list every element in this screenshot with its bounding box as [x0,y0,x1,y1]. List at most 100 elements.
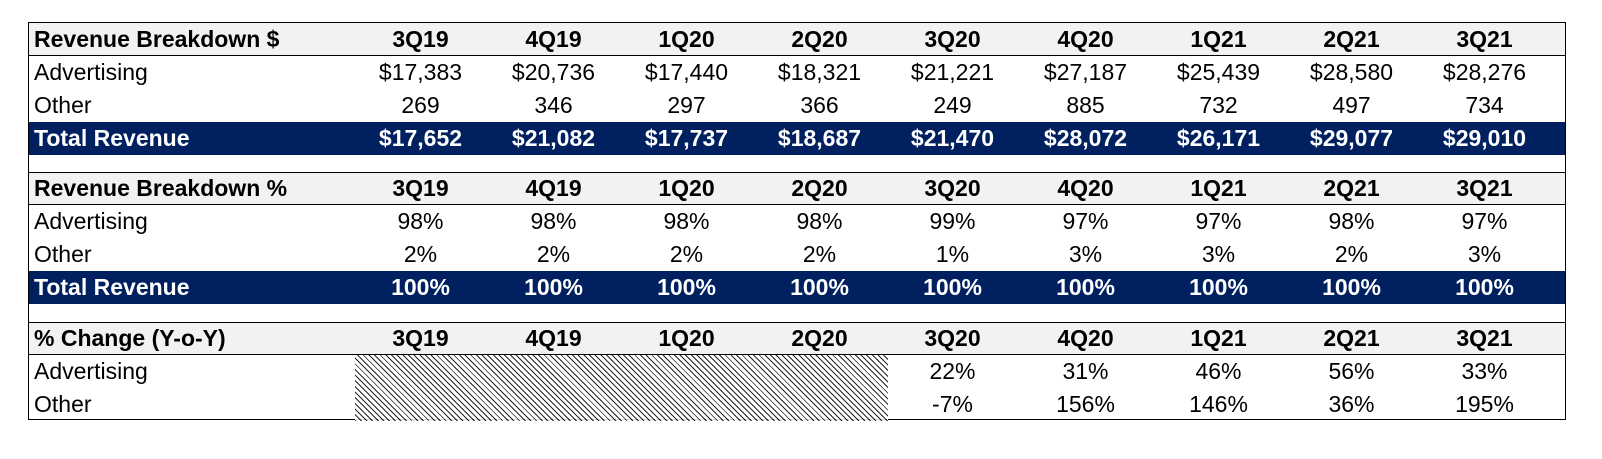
table-row-label: Advertising [34,59,148,85]
table-row-cell: $21,221 [910,59,995,85]
table-row-cell: 2% [1334,241,1369,267]
section-header-row-cell: 3Q20 [924,325,981,351]
total-revenue-row-cell: 100% [790,274,849,300]
section-header-row: Revenue Breakdown $ 3Q19 4Q19 1Q20 2Q20 3Q20 4… [29,23,1565,56]
total-revenue-row-cell: 100% [1322,274,1381,300]
total-revenue-row-cell: $28,072 [1043,125,1128,151]
section-header-row-cell: 2Q21 [1323,325,1380,351]
table-row: Other 2% 2% 2% 2% 1% 3% 3% 2% 3% [29,238,1565,271]
total-revenue-row-cell: $29,010 [1442,125,1527,151]
total-revenue-row-cell: $18,687 [777,125,862,151]
section-header-row-cell: 4Q20 [1057,325,1114,351]
section-header-row-label: % Change (Y-o-Y) [34,325,226,351]
table-row-cell: 98% [397,208,444,234]
section-header-row-cell: 4Q20 [1057,175,1114,201]
table-row-cell: 33% [1461,358,1508,384]
total-revenue-row-cell: 100% [391,274,450,300]
revenue-table: Revenue Breakdown $ 3Q19 4Q19 1Q20 2Q20 3Q20 4… [28,22,1566,421]
total-revenue-row-cell: 100% [1056,274,1115,300]
section-header-row-cell: 2Q21 [1323,25,1380,52]
total-revenue-row-cell: $21,470 [910,125,995,151]
section-header-row-cell: 3Q20 [924,25,981,52]
table-row-cell: $27,187 [1043,59,1128,85]
total-revenue-row-cell: 100% [1189,274,1248,300]
total-revenue-row-cell: $29,077 [1309,125,1394,151]
table-row-label: Other [34,391,92,417]
section-header-row-cell: 3Q20 [924,175,981,201]
total-revenue-row-cell: $17,737 [644,125,729,151]
total-revenue-row-cell: 100% [923,274,982,300]
table-row-cell: $25,439 [1176,59,1261,85]
section-header-row: Revenue Breakdown % 3Q19 4Q19 1Q20 2Q20 3Q20 4… [29,172,1565,205]
section-header-row-cell: 1Q21 [1190,325,1247,351]
table-row-cell: $28,580 [1309,59,1394,85]
section-header-row-cell: 3Q21 [1456,25,1513,52]
section-header-row-cell: 1Q20 [658,325,715,351]
table-row-cell: 734 [1465,92,1504,118]
table-row-cell: 36% [1328,391,1375,417]
table-row-cell: 885 [1066,92,1105,118]
table-row-cell: 297 [667,92,706,118]
table-row-label: Advertising [34,358,148,384]
section-header-row-cell: 1Q21 [1190,25,1247,52]
table-row-cell: 98% [663,208,710,234]
table-row-cell: 732 [1199,92,1238,118]
table-row: Advertising $17,383 $20,736 $17,440 $18,321 $… [29,56,1565,89]
table-row-label: Other [34,92,92,118]
table-row-cell: 1% [935,241,970,267]
section-header-row-cell: 4Q19 [525,25,582,52]
table-rows: Revenue Breakdown $ 3Q19 4Q19 1Q20 2Q20 3Q20 4… [29,23,1565,419]
total-revenue-row-cell: $21,082 [511,125,596,151]
total-revenue-row-cell: $26,171 [1176,125,1261,151]
table-row-cell: $20,736 [511,59,596,85]
table-row-cell: 3% [1201,241,1236,267]
section-header-row-cell: 3Q19 [392,25,449,52]
table-row: Other -7% 156% 146% 36% 195% [29,388,1565,421]
table-row-cell: 46% [1195,358,1242,384]
table-row-cell: 3% [1467,241,1502,267]
table-row-cell: 56% [1328,358,1375,384]
table-row-cell: 97% [1461,208,1508,234]
section-header-row-label: Revenue Breakdown $ [34,25,280,52]
table-row-cell: 156% [1056,391,1115,417]
table-row-cell: 366 [800,92,839,118]
section-header-row: % Change (Y-o-Y) 3Q19 4Q19 1Q20 2Q20 3Q20 4Q20… [29,322,1565,355]
table-row-cell: 2% [669,241,704,267]
table-row-cell: 195% [1455,391,1514,417]
table-row-cell: 31% [1062,358,1109,384]
table-row-cell: 2% [403,241,438,267]
table-row-cell: $17,440 [644,59,729,85]
total-revenue-row-cell: $17,652 [378,125,463,151]
section-header-row-cell: 3Q19 [392,175,449,201]
table-row-cell: 269 [401,92,440,118]
total-revenue-row-label: Total Revenue [34,274,190,300]
table-row-cell: 3% [1068,241,1103,267]
table-row-cell: 249 [933,92,972,118]
section-header-row-cell: 2Q20 [791,25,848,52]
total-revenue-row-cell: 100% [524,274,583,300]
table-row-cell: 97% [1195,208,1242,234]
total-revenue-row: Total Revenue 100% 100% 100% 100% 100% 100% 100… [29,271,1565,304]
table-row: Advertising 22% 31% 46% 56% 33% [29,355,1565,388]
table-row-label: Other [34,241,92,267]
hatched-no-data-area [355,355,888,421]
section-header-row-cell: 4Q19 [525,325,582,351]
table-row-cell: $18,321 [777,59,862,85]
table-row-cell: 97% [1062,208,1109,234]
section-header-row-label: Revenue Breakdown % [34,175,288,201]
section-header-row-cell: 1Q20 [658,175,715,201]
section-header-row-cell: 4Q19 [525,175,582,201]
table-row-cell: -7% [932,391,973,417]
table-row-cell: 497 [1332,92,1371,118]
section-header-row-cell: 1Q21 [1190,175,1247,201]
table-row-cell: 146% [1189,391,1248,417]
section-header-row-cell: 2Q21 [1323,175,1380,201]
table-row-cell: 98% [796,208,843,234]
table-row-cell: 2% [536,241,571,267]
total-revenue-row-cell: 100% [1455,274,1514,300]
section-header-row-cell: 3Q21 [1456,175,1513,201]
section-header-row-cell: 3Q21 [1456,325,1513,351]
total-revenue-row: Total Revenue $17,652 $21,082 $17,737 $18,68… [29,122,1565,155]
section-header-row-cell: 1Q20 [658,25,715,52]
table-row-cell: 98% [530,208,577,234]
